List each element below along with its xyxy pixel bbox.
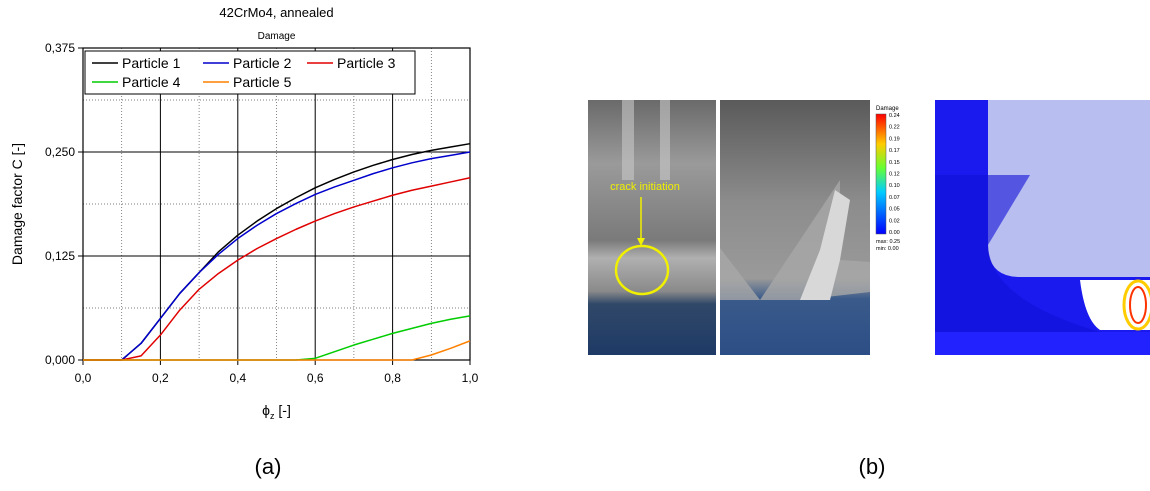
- arrow-head: [637, 238, 645, 246]
- colorbar-min: min: 0.00: [876, 246, 899, 252]
- legend-label: Particle 4: [122, 74, 181, 90]
- x-tick-label: 0,6: [307, 371, 324, 385]
- chart-title: 42CrMo4, annealed: [219, 5, 333, 20]
- x-axis-label-part: ϕ: [262, 402, 270, 418]
- photo-detail: [660, 100, 670, 180]
- fe-base: [935, 332, 1150, 355]
- colorbar-label: 0.19: [889, 136, 900, 142]
- y-tick-label: 0,125: [45, 249, 75, 263]
- colorbar-scale: [875, 113, 887, 235]
- series-line: [83, 340, 471, 361]
- x-axis-label-part: z: [270, 411, 275, 421]
- colorbar-label: 0.07: [889, 195, 900, 201]
- colorbar-label: 0.24: [889, 113, 900, 119]
- series-line: [83, 151, 471, 361]
- photo-detail: [622, 100, 634, 180]
- chart-subtitle: Damage: [258, 31, 296, 42]
- colorbar-label: 0.22: [889, 125, 900, 131]
- x-axis-label-part: [-]: [275, 402, 291, 418]
- legend-label: Particle 2: [233, 55, 292, 71]
- x-tick-label: 1,0: [462, 371, 479, 385]
- colorbar-label: 0.00: [889, 230, 900, 236]
- colorbar-max: max: 0.25: [876, 239, 900, 245]
- annotation: crack initiation: [610, 181, 680, 193]
- legend: Particle 1 Particle 2 Particle 3 Particle 4…: [84, 50, 416, 95]
- caption: (a): [255, 454, 282, 479]
- colorbar-label: 0.02: [889, 218, 900, 224]
- fe-mesh: [935, 175, 1150, 334]
- x-tick-label: 0,0: [75, 371, 92, 385]
- series-line: [83, 177, 471, 361]
- y-tick-label: 0,250: [45, 145, 75, 159]
- colorbar-title: Damage: [876, 106, 899, 112]
- photo-side: [588, 100, 716, 355]
- series-line: [83, 315, 471, 361]
- legend-box: [84, 50, 416, 95]
- colorbar-label: 0.15: [889, 160, 900, 166]
- fe-damage: [1129, 286, 1147, 324]
- legend-label: Particle 5: [233, 74, 292, 90]
- x-axis-label: ϕz [-]: [262, 402, 291, 421]
- x-tick-label: 0,8: [384, 371, 401, 385]
- x-tick-label: 0,2: [152, 371, 169, 385]
- colorbar-label: 0.17: [889, 148, 900, 154]
- caption: (b): [859, 454, 886, 479]
- fe-tool: [988, 100, 1150, 277]
- x-tick-label: 0,4: [229, 371, 246, 385]
- chart-a: 42CrMo4, annealed Damage 0,0 0,2 0,4 0,6 0,8 1,…: [9, 5, 479, 421]
- y-tick-label: 0,000: [45, 353, 75, 367]
- legend-label: Particle 1: [122, 55, 181, 71]
- photo-fracture: [720, 100, 870, 355]
- y-axis-label: Damage factor C [-]: [9, 143, 25, 265]
- legend-label: Particle 3: [337, 55, 396, 71]
- y-tick-label: 0,375: [45, 41, 75, 55]
- colorbar-label: 0.10: [889, 183, 900, 189]
- colorbar-label: 0.05: [889, 207, 900, 213]
- fe-damage: [1122, 279, 1150, 331]
- colorbar-label: 0.12: [889, 172, 900, 178]
- crack-ellipse: [614, 244, 670, 296]
- photo-detail: [800, 190, 850, 300]
